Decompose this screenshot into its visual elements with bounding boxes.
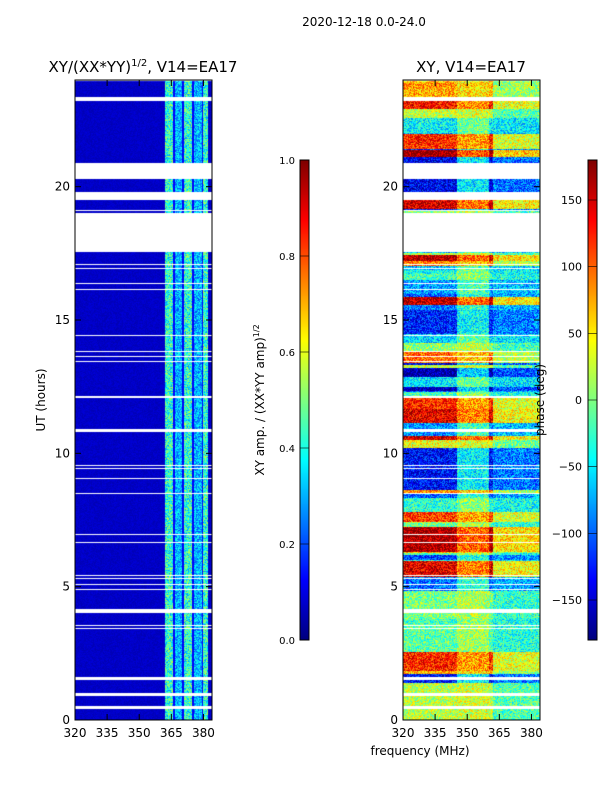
y-tick-label: 15 xyxy=(55,313,70,327)
y-tick-label: 20 xyxy=(55,180,70,194)
figure-suptitle: 2020-12-18 0.0-24.0 xyxy=(302,15,426,29)
colorbar-tick-label: 0 xyxy=(575,394,582,407)
y-axis-label: UT (hours) xyxy=(34,368,48,431)
cb1-label-main: XY amp. / (XX*YY amp) xyxy=(253,337,267,475)
colorbar-tick-label: 100 xyxy=(561,261,582,274)
colorbar-tick-label: −100 xyxy=(552,527,582,540)
y-tick-label: 0 xyxy=(62,713,70,727)
left-title-tail: , V14=EA17 xyxy=(147,58,237,76)
colorbar-tick-label: 0.8 xyxy=(279,252,295,263)
left-plot-title: XY/(XX*YY)1/2, V14=EA17 xyxy=(49,58,238,76)
x-axis-label: frequency (MHz) xyxy=(370,744,469,758)
colorbar-frame xyxy=(299,159,310,641)
amplitude-colorbar-label: XY amp. / (XX*YY amp)1/2 xyxy=(252,324,267,475)
x-tick-label: 365 xyxy=(160,726,183,740)
cb1-label-sup: 1/2 xyxy=(252,324,261,337)
plot-frame xyxy=(74,79,213,721)
phase-heatmap xyxy=(403,80,540,720)
left-title-main: XY/(XX*YY) xyxy=(49,58,132,76)
colorbar-tick-label: 1.0 xyxy=(279,156,295,167)
colorbar-tick-label: 150 xyxy=(561,194,582,207)
plot-frame xyxy=(402,79,541,721)
right-plot-title: XY, V14=EA17 xyxy=(416,58,526,76)
amplitude-heatmap xyxy=(75,80,212,720)
colorbar-tick-label: −150 xyxy=(552,594,582,607)
x-tick-label: 350 xyxy=(456,726,479,740)
colorbar-tick-label: 0.2 xyxy=(279,540,295,551)
y-tick-label: 5 xyxy=(390,580,398,594)
y-tick-label: 0 xyxy=(390,713,398,727)
x-tick-label: 320 xyxy=(64,726,87,740)
x-tick-label: 380 xyxy=(520,726,543,740)
y-tick-label: 10 xyxy=(383,446,398,460)
x-tick-label: 350 xyxy=(128,726,151,740)
colorbar-tick-label: 0.6 xyxy=(279,348,295,359)
y-tick-label: 15 xyxy=(383,313,398,327)
y-tick-label: 20 xyxy=(383,180,398,194)
x-tick-label: 335 xyxy=(424,726,447,740)
left-title-sup: 1/2 xyxy=(131,58,147,69)
x-tick-label: 335 xyxy=(96,726,119,740)
x-tick-label: 320 xyxy=(392,726,415,740)
x-tick-label: 365 xyxy=(488,726,511,740)
colorbar-tick-label: 0.0 xyxy=(279,636,295,647)
amplitude-colorbar xyxy=(300,160,309,640)
y-tick-label: 10 xyxy=(55,446,70,460)
colorbar-tick-label: 50 xyxy=(568,327,582,340)
y-tick-label: 5 xyxy=(62,580,70,594)
x-tick-label: 380 xyxy=(192,726,215,740)
colorbar-tick-label: 0.4 xyxy=(279,444,295,455)
colorbar-tick-label: −50 xyxy=(559,461,582,474)
